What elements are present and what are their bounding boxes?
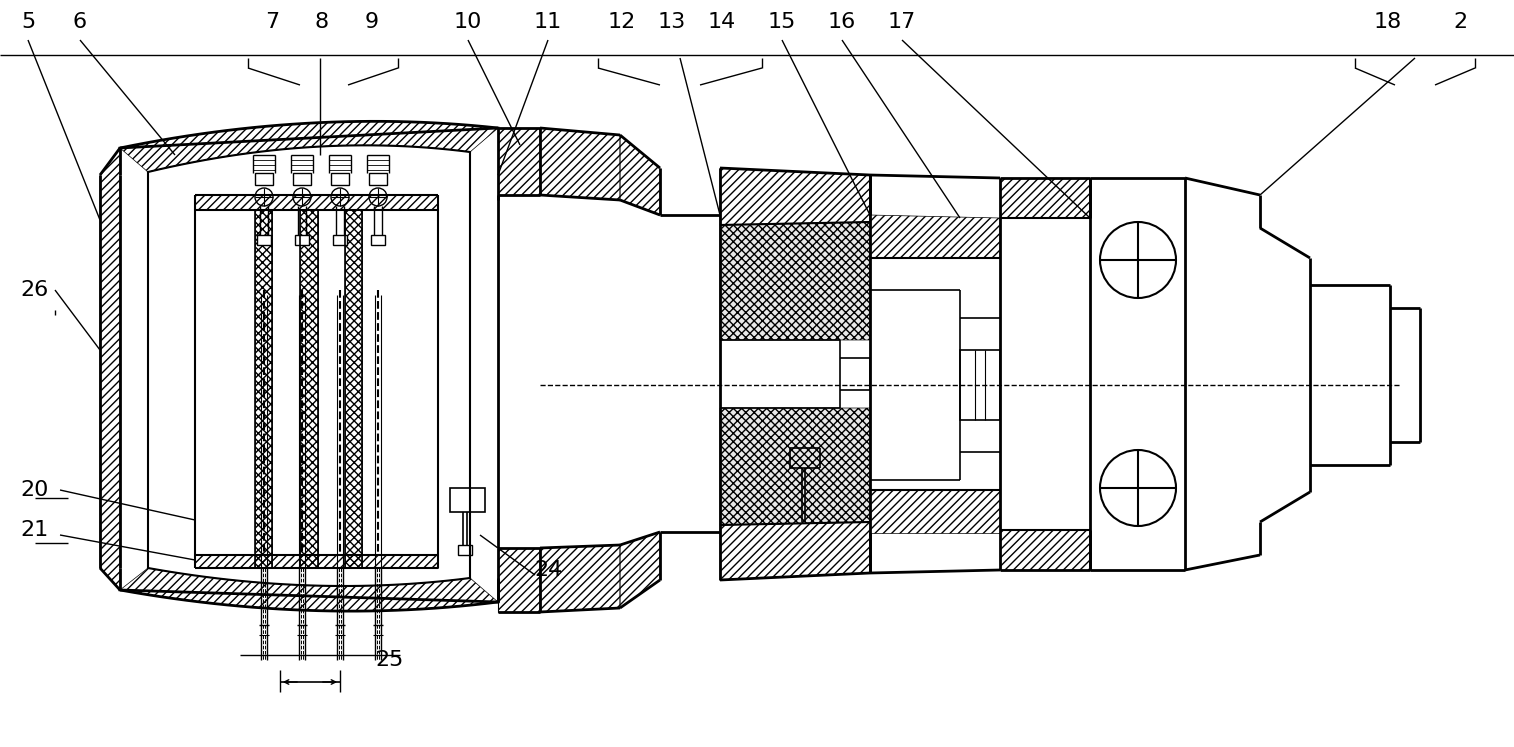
Polygon shape: [369, 173, 388, 185]
Polygon shape: [721, 408, 871, 525]
Text: 20: 20: [21, 480, 48, 500]
Text: 13: 13: [659, 12, 686, 32]
Polygon shape: [333, 235, 347, 245]
Polygon shape: [332, 173, 350, 185]
Text: 14: 14: [709, 12, 736, 32]
Text: 11: 11: [534, 12, 562, 32]
Text: 25: 25: [375, 650, 404, 670]
Text: 15: 15: [768, 12, 796, 32]
Text: 10: 10: [454, 12, 481, 32]
Text: 8: 8: [315, 12, 329, 32]
Text: 26: 26: [21, 280, 48, 300]
Text: 2: 2: [1453, 12, 1467, 32]
Polygon shape: [254, 173, 273, 185]
Text: 17: 17: [887, 12, 916, 32]
Text: 9: 9: [365, 12, 378, 32]
Text: 5: 5: [21, 12, 35, 32]
Text: 16: 16: [828, 12, 855, 32]
Polygon shape: [960, 350, 1001, 420]
Polygon shape: [294, 173, 310, 185]
Text: 6: 6: [73, 12, 88, 32]
Text: 12: 12: [609, 12, 636, 32]
Text: 7: 7: [265, 12, 279, 32]
Text: 24: 24: [534, 560, 562, 580]
Text: 18: 18: [1373, 12, 1402, 32]
Polygon shape: [257, 235, 271, 245]
Polygon shape: [459, 545, 472, 555]
Polygon shape: [371, 235, 385, 245]
Text: 21: 21: [21, 520, 48, 540]
Polygon shape: [721, 222, 871, 340]
Polygon shape: [450, 488, 484, 512]
Polygon shape: [295, 235, 309, 245]
